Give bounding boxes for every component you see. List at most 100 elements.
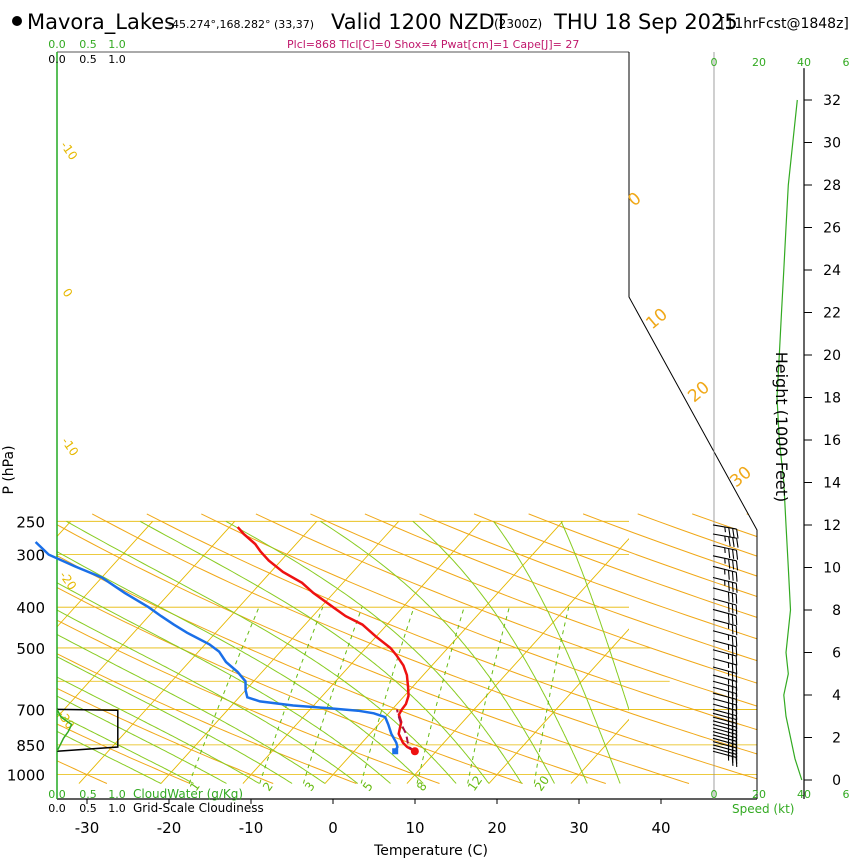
- cloudiness-tick-bottom: 0.5: [79, 802, 97, 815]
- wind-barb-shaft: [712, 686, 737, 695]
- mixing-ratio-line: [188, 607, 260, 784]
- wind-barb-flag: [732, 549, 735, 559]
- dry-adiabat-line: [57, 513, 440, 784]
- wind-barb: [712, 598, 738, 615]
- wind-speed-tick-top: 40: [797, 56, 811, 69]
- cloud-axis: 0.00.00.50.51.01.00.00.00.50.51.01.0: [48, 38, 126, 815]
- wind-barb-shaft: [712, 674, 737, 682]
- mixing-ratio-line: [467, 607, 510, 784]
- wind-speed-tick-top: 0: [711, 56, 718, 69]
- wind-barb-shaft: [712, 608, 737, 617]
- pressure-tick-label: 850: [16, 737, 45, 755]
- surface-dewpoint-marker: [392, 748, 399, 755]
- mixing-ratio-lines: [188, 607, 570, 784]
- wind-barb-shaft: [712, 731, 737, 739]
- wind-barb: [712, 565, 738, 582]
- wind-barb: [712, 619, 738, 636]
- wind-barb: [712, 555, 739, 571]
- wind-barb-flag: [732, 537, 735, 547]
- wind-barb-shaft: [712, 708, 737, 717]
- pressure-tick-label: 250: [16, 513, 45, 531]
- wind-barb: [712, 608, 738, 626]
- wind-barb-shaft: [712, 692, 737, 700]
- wind-barb: [712, 639, 738, 657]
- wind-barb-flag: [728, 548, 731, 559]
- wind-barb-shaft: [712, 741, 737, 749]
- wind-barb-flag: [731, 645, 734, 656]
- wind-barb-flag: [735, 615, 738, 626]
- cloudiness-tick-bottom: 1.0: [108, 802, 126, 815]
- dry-adiabat-line: [255, 513, 757, 784]
- pressure-tick-label: 500: [16, 640, 45, 658]
- wind-speed-tick-top: 6: [843, 56, 850, 69]
- dry-adiabat-line: [91, 513, 757, 784]
- wind-barb-flag: [731, 654, 734, 665]
- wind-barb-shaft: [712, 737, 737, 746]
- height-tick-label: 20: [823, 348, 841, 364]
- isotherm-line: [78, 521, 318, 784]
- moist-adiabat-line: [57, 582, 391, 784]
- dry-adiabat-label: 20: [684, 378, 713, 407]
- mixing-ratio-line: [360, 607, 415, 784]
- moist-adiabat-line: [412, 520, 588, 784]
- wind-barb: [712, 524, 739, 539]
- station-dot-icon: [12, 16, 22, 26]
- surface-temperature-marker: [410, 747, 419, 756]
- dry-adiabats: [57, 513, 757, 784]
- dry-adiabat-line: [364, 513, 757, 784]
- mixing-ratio-label: 12: [465, 773, 485, 794]
- wind-barb-flag: [731, 614, 734, 625]
- temperature-tick-label: -10: [239, 819, 264, 837]
- wind-barb: [712, 630, 738, 647]
- wind-barb-flag: [735, 673, 738, 683]
- cloudiness-label: Grid-Scale Cloudiness: [133, 801, 264, 815]
- dry-adiabat-line: [57, 513, 690, 784]
- temperature-profile: [236, 526, 416, 753]
- wind-barb-shaft: [712, 666, 737, 674]
- wind-barb-flag: [735, 646, 738, 657]
- wind-barb-shaft: [712, 619, 737, 627]
- mixing-ratio-label: 3: [302, 779, 318, 793]
- isobars: [57, 520, 757, 775]
- dry-adiabat-line: [692, 513, 757, 784]
- height-axis-label: Height (1000 Feet): [772, 352, 791, 503]
- dry-adiabat-line: [57, 513, 606, 784]
- height-tick-label: 4: [832, 688, 841, 704]
- wind-barb-flag: [732, 559, 735, 570]
- wind-barb: [712, 533, 739, 548]
- dry-adiabat-line: [57, 513, 191, 784]
- isotherm-line: [570, 718, 629, 784]
- moist-adiabat-line: [493, 521, 621, 784]
- cloud-water-tick-top: 0.5: [79, 38, 97, 51]
- cloudiness-tick-top: 1.0: [108, 53, 126, 66]
- wind-speed-profile: [776, 99, 803, 781]
- temperature-tick-label: -20: [157, 819, 182, 837]
- mixing-ratio-line: [302, 607, 363, 784]
- station-name: Mavora_Lakes: [27, 10, 175, 35]
- wind-barb-shaft: [712, 598, 737, 606]
- header: Mavora_Lakes -45.274°,168.282° (33,37) V…: [12, 10, 849, 51]
- height-tick-label: 26: [823, 221, 841, 237]
- cloudiness-tick-top: 0.5: [79, 53, 97, 66]
- dry-adiabat-line: [528, 513, 757, 784]
- height-tick-label: 8: [832, 603, 841, 619]
- wind-barb-flag: [731, 593, 734, 603]
- moist-adiabat-line: [57, 609, 359, 784]
- wind-barb: [712, 649, 738, 666]
- wind-speed-label: Speed (kt): [732, 802, 794, 816]
- height-tick-label: 2: [832, 731, 841, 747]
- temperature-tick-label: 20: [487, 819, 506, 837]
- cloud-water-tick-bottom: 1.0: [108, 788, 126, 801]
- dry-adiabat-line: [146, 513, 757, 784]
- moist-adiabat-line: [57, 695, 227, 784]
- pressure-tick-label: 400: [16, 599, 45, 617]
- isotherm-line: [242, 521, 482, 784]
- wind-barb-shaft: [712, 639, 737, 648]
- wind-barb-flag: [727, 592, 730, 602]
- isotherm-label: 0: [60, 286, 76, 300]
- dry-adiabat-line: [57, 513, 274, 784]
- wind-barb-flag: [728, 559, 731, 569]
- wind-barb-shaft: [712, 680, 737, 689]
- moist-adiabat-line: [139, 520, 490, 784]
